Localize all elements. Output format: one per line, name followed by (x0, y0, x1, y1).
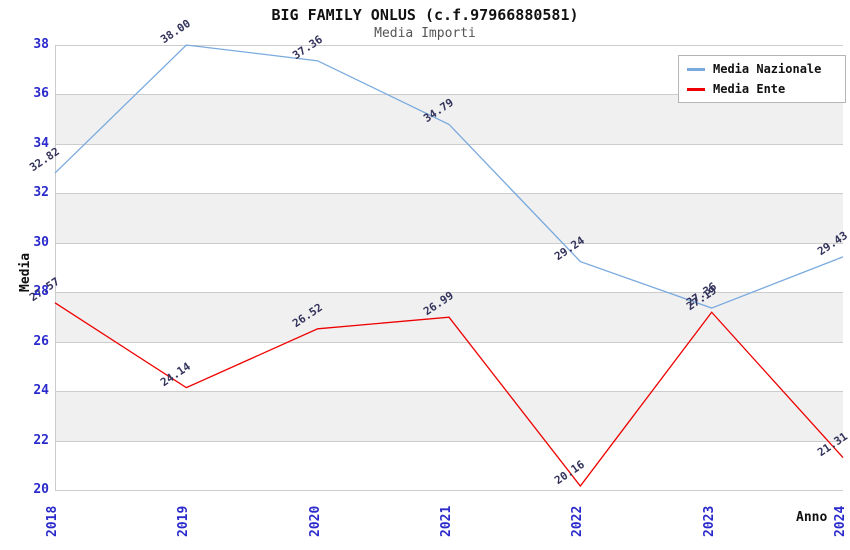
y-tick-label: 28 (33, 284, 49, 300)
y-tick-label: 32 (33, 185, 49, 201)
gridline (55, 391, 843, 393)
background-band (55, 193, 843, 243)
plot-area: 32.82 38.00 37.36 34.79 29.24 27.36 29.43 27.57… (27, 17, 850, 491)
gridline (55, 242, 843, 244)
gridline (55, 193, 843, 195)
legend-item-media-nazionale: Media Nazionale (687, 62, 845, 76)
y-tick-label: 30 (33, 234, 49, 250)
legend-item-media-ente: Media Ente (687, 82, 845, 96)
y-tick-label: 36 (33, 86, 49, 102)
chart-title: BIG FAMILY ONLUS (c.f.97966880581) (271, 6, 579, 24)
background-band (55, 341, 843, 392)
y-tick-label: 22 (33, 432, 49, 448)
x-tick-label: 2019 (176, 505, 192, 537)
x-tick-label: 2021 (439, 505, 454, 537)
legend-label-media-ente: Media Ente (713, 82, 786, 96)
legend: Media Nazionale Media Ente (678, 55, 846, 103)
series-lines (54, 44, 844, 488)
y-tick-label: 20 (33, 482, 49, 497)
media-ente-line-swatch (687, 87, 705, 91)
background-band (55, 242, 843, 293)
gridline (55, 440, 843, 442)
media-ente-line (54, 302, 844, 488)
background-band (55, 440, 843, 490)
legend-label-media-nazionale: Media Nazionale (713, 62, 822, 76)
x-tick-label: 2023 (701, 505, 717, 537)
y-axis-spine (55, 45, 56, 490)
media-nazionale-line (54, 44, 844, 309)
gridline (55, 341, 843, 343)
y-tick-label: 38 (33, 37, 49, 52)
background-band (55, 143, 843, 194)
x-tick-label: 2022 (570, 505, 586, 537)
y-tick-label: 24 (33, 383, 49, 399)
chart-subtitle: Media Importi (374, 26, 476, 41)
gridline (55, 490, 843, 491)
x-tick-label: 2020 (307, 505, 323, 537)
x-tick-label: 2024 (833, 505, 848, 537)
gridline (55, 143, 843, 145)
x-tick-label: 2018 (45, 505, 60, 537)
gridline (55, 94, 843, 96)
y-tick-label: 34 (33, 135, 49, 151)
background-band (55, 391, 843, 441)
gridline (55, 45, 843, 46)
media-nazionale-line-swatch (687, 67, 705, 71)
gridline (55, 292, 843, 294)
y-tick-label: 26 (33, 333, 49, 349)
x-axis-label: Anno (796, 510, 828, 525)
